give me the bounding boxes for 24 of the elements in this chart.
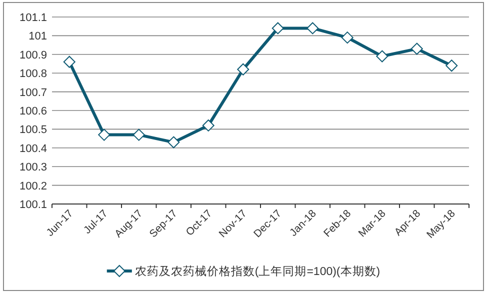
point [132,128,145,141]
point [376,50,388,62]
point [168,136,180,148]
point [202,119,214,132]
y-tick-label: 101.1 [19,12,47,24]
y-tick-label: 100.7 [19,86,47,99]
legend: 农药及农药械价格指数(上年同期=100)(本期数) [106,264,380,278]
y-tick-label: 100.4 [19,142,47,155]
point [410,42,423,55]
y-tick-label: 100.9 [19,49,47,62]
point [98,128,110,141]
point [63,56,76,68]
y-tick-label: 100.1 [19,199,47,211]
point [341,32,354,44]
y-tick-label: 100.2 [19,180,47,192]
point [237,63,250,76]
y-tick-label: 100.6 [19,106,47,118]
y-tick-label: 100.5 [19,124,47,136]
y-tick-label: 100.8 [19,68,47,80]
point [272,22,284,34]
y-tick-label: 101 [28,30,47,43]
point [306,22,319,34]
point [446,60,458,72]
y-tick-label: 100.3 [19,162,47,174]
